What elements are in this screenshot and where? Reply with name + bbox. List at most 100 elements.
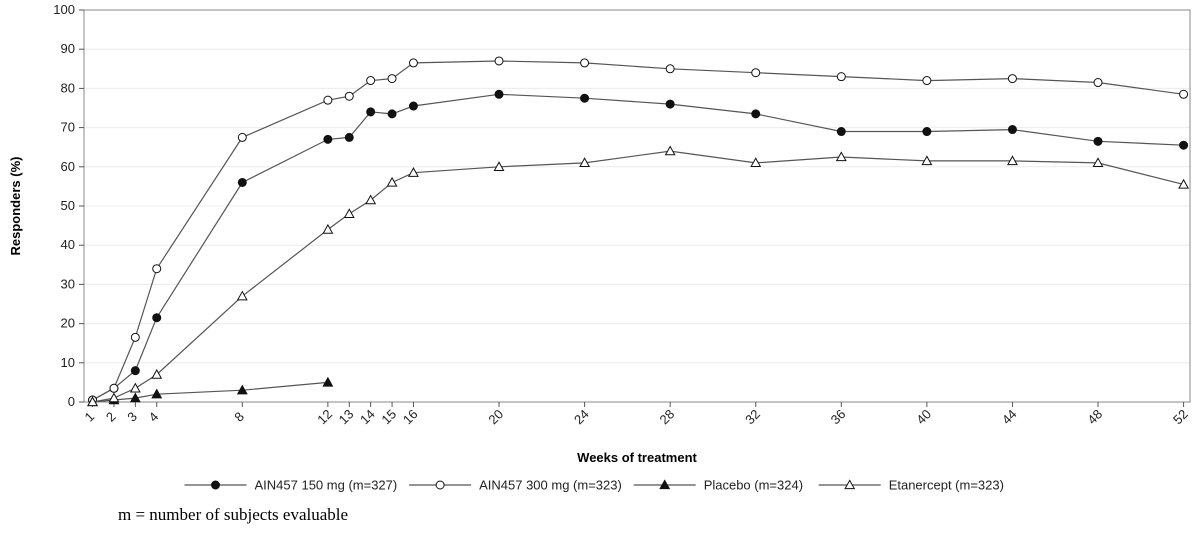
data-point <box>835 151 847 162</box>
legend-marker <box>435 480 445 490</box>
x-tick-label: 3 <box>124 409 140 425</box>
data-point <box>664 145 676 156</box>
data-point <box>366 107 376 117</box>
data-point <box>151 368 163 379</box>
data-point <box>152 264 162 274</box>
x-tick-label: 40 <box>913 406 934 427</box>
legend-item: Placebo (m=324) <box>633 478 803 493</box>
data-point <box>130 366 140 376</box>
x-tick-label: 44 <box>999 406 1020 427</box>
data-point <box>387 109 397 119</box>
data-point <box>580 93 590 103</box>
gridlines <box>84 48 1190 364</box>
data-point <box>87 396 99 407</box>
x-tick-label: 4 <box>146 409 162 425</box>
legend-marker <box>659 479 671 490</box>
x-tick-label: 1 <box>82 409 98 425</box>
legend-label: AIN457 150 mg (m=327) <box>255 478 398 493</box>
data-point <box>408 101 418 111</box>
data-point <box>1006 155 1018 166</box>
x-tick-label: 24 <box>571 406 592 427</box>
series-4 <box>87 145 1190 407</box>
x-axis: 1 2 3 4 8 12 13 14 15 16 20 24 28 32 36 40 44 48 52 <box>82 402 1191 427</box>
series-1 <box>88 89 1189 405</box>
y-tick-label: 90 <box>61 41 75 56</box>
data-point <box>237 177 247 187</box>
x-tick-label: 15 <box>378 406 399 427</box>
y-tick-label: 80 <box>61 80 75 95</box>
x-tick-label: 52 <box>1170 406 1191 427</box>
series-3 <box>87 376 334 407</box>
data-point <box>750 157 762 168</box>
y-axis-title: Responders (%) <box>8 157 23 256</box>
x-tick-label: 16 <box>400 406 421 427</box>
data-point <box>323 95 333 105</box>
y-tick-label: 0 <box>68 394 75 409</box>
y-axis: 0 10 20 30 40 50 60 70 80 90 100 <box>53 2 84 409</box>
y-tick-label: 10 <box>61 355 75 370</box>
data-point <box>236 384 248 395</box>
series-2 <box>88 56 1189 405</box>
data-point <box>109 383 119 393</box>
data-point <box>129 382 141 393</box>
data-point <box>387 74 397 84</box>
x-tick-label: 14 <box>357 406 378 427</box>
data-point <box>1093 136 1103 146</box>
data-point <box>1179 89 1189 99</box>
y-tick-label: 70 <box>61 120 75 135</box>
legend: AIN457 150 mg (m=327) AIN457 300 mg (m=32… <box>184 478 1004 493</box>
legend-item: AIN457 300 mg (m=323) <box>409 478 622 493</box>
y-tick-label: 100 <box>53 2 75 17</box>
series-line <box>92 60 1184 401</box>
y-tick-label: 20 <box>61 316 75 331</box>
data-point <box>1093 78 1103 88</box>
data-point <box>1092 157 1104 168</box>
data-point <box>922 76 932 86</box>
data-point <box>365 194 377 205</box>
x-tick-label: 12 <box>314 406 335 427</box>
data-point <box>322 376 334 387</box>
legend-marker <box>211 480 220 490</box>
series-line <box>92 93 1184 401</box>
data-point <box>366 76 376 86</box>
x-tick-label: 36 <box>828 406 849 427</box>
legend-item: Etanercept (m=323) <box>818 478 1004 493</box>
legend-marker <box>844 479 856 490</box>
data-point <box>344 132 354 142</box>
data-point <box>108 392 120 403</box>
data-point <box>922 127 932 137</box>
x-tick-label: 2 <box>103 409 119 425</box>
x-tick-label: 28 <box>657 406 678 427</box>
data-point <box>494 89 504 99</box>
data-point <box>408 58 418 68</box>
y-tick-label: 60 <box>61 159 75 174</box>
data-point <box>1178 178 1190 189</box>
x-tick-label: 48 <box>1084 406 1105 427</box>
y-tick-label: 40 <box>61 237 75 252</box>
series-layer <box>87 56 1190 407</box>
data-point <box>494 56 504 66</box>
data-point <box>751 109 761 119</box>
series-line <box>92 150 1184 403</box>
data-point <box>751 68 761 78</box>
data-point <box>386 176 398 187</box>
y-tick-label: 30 <box>61 276 75 291</box>
data-point <box>580 58 590 68</box>
data-point <box>323 134 333 144</box>
data-point <box>407 167 419 177</box>
data-point <box>1007 125 1017 135</box>
data-point <box>151 388 163 399</box>
data-point <box>236 290 248 301</box>
data-point <box>129 392 141 403</box>
data-point <box>344 91 354 101</box>
data-point <box>322 223 334 234</box>
x-tick-label: 32 <box>742 406 763 427</box>
data-point <box>152 313 162 323</box>
data-point <box>665 99 675 109</box>
legend-label: Placebo (m=324) <box>704 478 803 493</box>
legend-item: AIN457 150 mg (m=327) <box>184 478 398 493</box>
data-point <box>836 72 846 82</box>
data-point <box>836 127 846 137</box>
y-tick-label: 50 <box>61 198 75 213</box>
